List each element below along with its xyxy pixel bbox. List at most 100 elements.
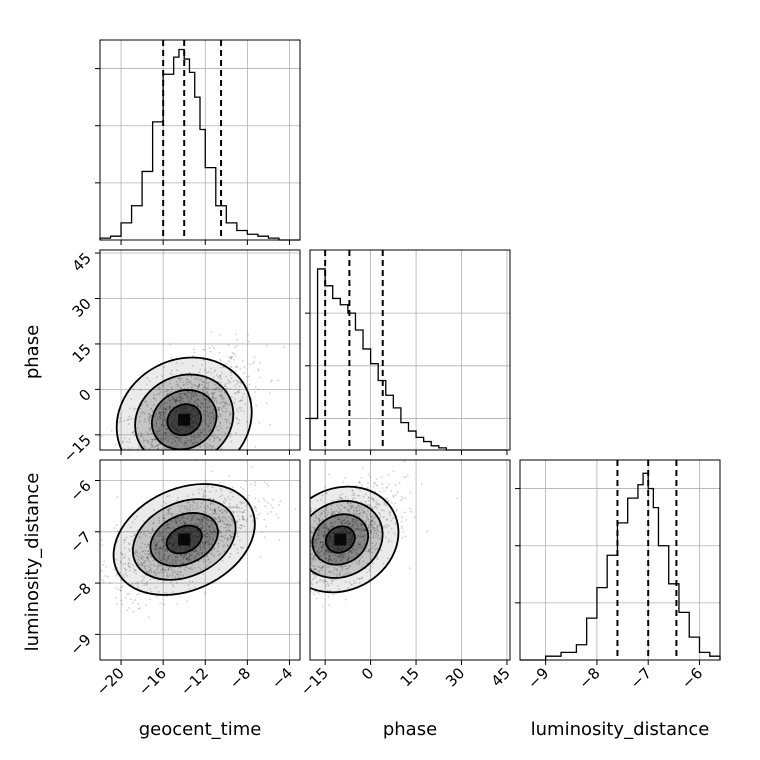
phase-lum-scatter-point — [305, 567, 307, 569]
phase-lum-scatter-point — [375, 506, 378, 508]
phase-lum-scatter-point — [320, 527, 323, 529]
geo-lum-scatter-point — [188, 557, 191, 559]
geo-phase-scatter-point — [151, 438, 154, 441]
geo-phase-scatter-point — [161, 438, 164, 440]
geo-phase-scatter-point — [105, 490, 107, 492]
phase-lum-scatter-point — [276, 589, 278, 591]
geo-lum-scatter-point — [157, 590, 160, 593]
phase-lum-scatter-point — [348, 522, 351, 525]
phase-lum-scatter-point — [329, 522, 332, 525]
geo-phase-scatter-point — [190, 397, 193, 400]
geo-phase-scatter-point — [167, 389, 170, 392]
phase-lum-scatter-point — [381, 487, 384, 489]
geo-phase-scatter-point — [157, 388, 160, 390]
geo-lum-scatter-point — [164, 538, 166, 541]
geo-phase-scatter-point — [185, 394, 188, 397]
geo-phase-scatter-point — [139, 483, 141, 485]
geo-lum-scatter-point — [171, 556, 173, 558]
geo-lum-scatter-point — [148, 578, 151, 581]
geo-lum-scatter-point — [242, 511, 245, 513]
phase-lum-scatter-point — [372, 534, 375, 537]
phase-lum-scatter-point — [357, 543, 360, 546]
phase-lum-scatter-point — [375, 502, 378, 505]
geo-lum-scatter-point — [155, 543, 157, 546]
geo-lum-scatter-point — [165, 549, 168, 552]
geo-lum-scatter-point — [195, 555, 198, 558]
lumdist-hist-frame — [519, 459, 721, 661]
phase-lum-scatter-point — [326, 548, 328, 551]
geo-lum-scatter-point — [201, 549, 204, 552]
phase-lum-scatter-point — [392, 496, 395, 498]
geo-lum-scatter-point — [185, 565, 188, 568]
geo-lum-scatter-point — [164, 535, 167, 538]
geo-lum-scatter-point — [236, 548, 239, 551]
geo-lum-scatter-point — [152, 522, 155, 525]
phase-lum-scatter-point — [385, 486, 388, 489]
geo-lum-scatter-point — [231, 506, 234, 509]
geo-phase-scatter-point — [151, 438, 154, 441]
geo-phase-scatter-point — [128, 441, 131, 444]
geo-lum-scatter-point — [121, 585, 124, 588]
phase-lum-scatter-point — [360, 530, 363, 532]
phase-lum-scatter-point — [335, 509, 338, 512]
phase-lum-scatter-point — [370, 522, 372, 524]
geo-phase-scatter-point — [157, 433, 160, 436]
geo-lum-scatter-point — [219, 487, 222, 490]
phase-lum-scatter-point — [339, 521, 342, 524]
phase-lum-contour-line — [311, 513, 369, 566]
geo-phase-scatter-point — [164, 415, 167, 418]
phase-lum-scatter-point — [358, 520, 361, 523]
phase-lum-scatter-point — [307, 549, 309, 551]
geo-lum-scatter-point — [193, 522, 195, 525]
geo-lum-scatter-point — [158, 533, 161, 536]
geo-phase-scatter-point — [212, 456, 214, 458]
phase-lum-scatter-point — [369, 530, 372, 533]
phase-lum-scatter-point — [335, 573, 338, 576]
geo-phase-scatter-point — [166, 392, 169, 395]
geo-lum-scatter-point — [228, 502, 231, 505]
geo-phase-scatter-point — [173, 401, 176, 403]
phase-lum-scatter-point — [372, 546, 374, 549]
geo-phase-scatter-point — [183, 457, 185, 459]
geo-lum-scatter-point — [263, 518, 266, 521]
geo-phase-scatter-point — [211, 445, 214, 448]
phase-lum-scatter-point — [389, 511, 391, 514]
geo-phase-scatter-point — [155, 461, 157, 463]
phase-lum-scatter-point — [332, 579, 335, 581]
geo-lum-scatter-point — [136, 581, 139, 584]
geo-lum-scatter-point — [271, 498, 274, 501]
geo-phase-scatter-point — [169, 406, 171, 409]
phase-lum-scatter-point — [302, 574, 304, 576]
geo-lum-scatter-point — [201, 523, 204, 526]
geo-phase-scatter-point — [233, 358, 235, 361]
geo-phase-scatter-point — [227, 344, 230, 346]
geo-lum-scatter-point — [137, 556, 140, 559]
geo-lum-scatter-point — [275, 513, 278, 516]
phase-lum-scatter-point — [386, 518, 389, 521]
geo-lum-scatter-point — [134, 569, 137, 571]
geo-phase-scatter-point — [219, 334, 222, 336]
geo-phase-scatter-point — [160, 407, 163, 410]
geo-lum-scatter-point — [229, 534, 232, 537]
geo-phase-scatter-point — [252, 360, 255, 363]
geo-lum-scatter-point — [217, 542, 220, 545]
geo-phase-scatter-point — [198, 428, 201, 430]
geo-lum-scatter-point — [163, 517, 165, 520]
geo-phase-scatter-point — [178, 395, 181, 398]
geo-phase-scatter-point — [193, 378, 196, 381]
geo-lum-scatter-point — [145, 564, 147, 567]
geo-lum-scatter-point — [208, 526, 211, 529]
geo-phase-scatter-point — [133, 434, 136, 436]
geo-lum-scatter-point — [164, 559, 167, 562]
geo-phase-scatter-point — [180, 441, 183, 444]
geo-lum-scatter-point — [89, 609, 91, 611]
geocent-hist-histogram-step — [99, 48, 300, 241]
geo-phase-scatter-point — [173, 437, 176, 440]
geo-phase-scatter-point — [206, 391, 209, 394]
phase-lum-scatter-point — [367, 499, 370, 502]
phase-lum-scatter-point — [292, 586, 294, 588]
geo-phase-scatter-point — [193, 351, 196, 354]
geo-lum-scatter-point — [202, 495, 205, 498]
geo-lum-scatter-point — [94, 604, 96, 606]
geo-lum-scatter-point — [197, 550, 200, 553]
